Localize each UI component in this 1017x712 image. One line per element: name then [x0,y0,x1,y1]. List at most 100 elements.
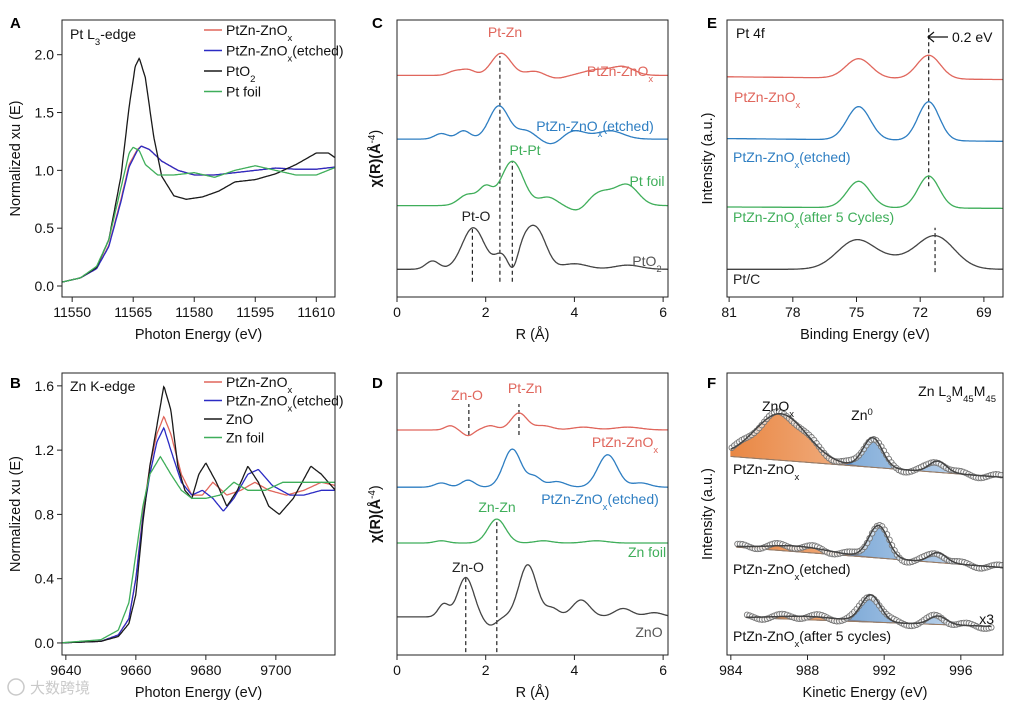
x-axis-label: R (Å) [516,326,550,343]
plot-area [397,52,668,282]
annotation-label: Zn L3M45M45 [918,383,996,405]
x-tick-label: 9680 [190,662,221,678]
series-line [397,518,668,544]
annotation-label: Pt/C [733,271,760,287]
x-tick-label: 0 [393,304,401,320]
legend-label: ZnO [226,411,253,427]
annotation-label: PtZn-ZnOx [587,63,653,85]
panel-letter: B [10,375,21,392]
x-axis-label: R (Å) [516,684,550,701]
series-line [397,224,668,270]
x-axis-label: Kinetic Energy (eV) [803,685,928,701]
y-axis-label: Normalized xu (E) [8,100,24,216]
panel-letter: C [372,15,383,32]
y-tick-label: 2.0 [35,47,55,63]
plot-frame [61,372,336,656]
series-line [62,426,335,644]
panel-letter: D [372,375,383,392]
watermark-logo-icon [7,678,25,696]
annotation-label: PtZn-ZnOx [592,434,658,456]
x-tick-label: 78 [785,304,801,320]
annotation-label: Zn0 [851,407,873,424]
y-axis-label: χ(R)(Å-4) [367,485,385,542]
watermark-text: 大数跨境 [30,679,90,697]
x-tick-label: 11550 [53,304,91,320]
annotation-label: ZnOx [762,398,794,420]
legend-label: Zn foil [226,430,264,446]
x-tick-label: 72 [912,304,928,320]
series-line [727,234,1003,270]
x-tick-label: 4 [571,662,579,678]
panel-d: D [372,372,669,660]
series-line [397,412,668,437]
annotation-label: PtZn-ZnOx(etched) [536,118,654,140]
y-tick-label: 0.0 [35,278,55,294]
legend-label: PtZn-ZnOx [226,374,292,396]
series-line [397,564,668,626]
plot-area [62,57,335,283]
legend [204,29,222,93]
plot-frame [396,19,669,298]
legend-label: PtO2 [226,63,255,85]
annotation-label: PtZn-ZnOx(etched) [733,149,851,171]
panel-c: C [372,15,669,302]
y-tick-label: 0.5 [35,220,55,236]
x-tick-label: 11580 [175,304,213,320]
fit-envelope [746,594,992,628]
annotation-label: PtZn-ZnOx [733,461,799,483]
annotation-label: ZnO [635,624,662,640]
plot-area [728,408,1003,632]
y-axis-label: Normalized xu (E) [8,456,24,572]
plot-frame [726,19,1004,298]
x-tick-label: 11595 [236,304,274,320]
annotation-label: PtZn-ZnOx(etched) [541,491,659,513]
fit-envelope [730,412,1003,479]
annotation-label: x3 [979,611,994,627]
x-axis-label: Photon Energy (eV) [135,685,262,701]
y-tick-label: 0.0 [35,635,55,651]
y-tick-label: 0.4 [35,571,55,587]
plot-area [397,404,668,653]
series-line [397,448,668,488]
series-line [62,385,335,644]
annotation-label: Pt-O [462,208,491,224]
annotation-label: Pt L3-edge [70,26,136,48]
legend-label: PtZn-ZnOx [226,22,292,44]
series-line [62,146,335,283]
watermark: 大数跨境 [7,678,90,697]
y-axis-label: χ(R)(Å-4) [367,130,385,187]
x-tick-label: 992 [872,662,896,678]
fit-envelope [736,524,1003,569]
panel-letter: E [707,15,717,32]
x-tick-label: 0 [393,662,401,678]
annotation-label: PtZn-ZnOx [734,89,800,111]
annotation-label: Zn foil [628,544,666,560]
y-tick-label: 1.0 [35,162,55,178]
legend-label: PtZn-ZnOx(etched) [226,393,344,415]
series-line [727,175,1003,210]
plot-area [62,385,335,644]
annotation-label: Zn K-edge [70,378,136,394]
legend [204,381,222,439]
plot-frame [726,372,1004,656]
x-tick-label: 11565 [114,304,152,320]
annotation-label: PtZn-ZnOx(after 5 cycles) [733,628,891,650]
series-line [62,145,335,283]
x-tick-label: 6 [659,662,667,678]
x-axis-label: Binding Energy (eV) [800,327,930,343]
annotation-label: Zn-O [452,559,484,575]
x-tick-label: 984 [719,662,743,678]
series-line [62,145,335,283]
x-axis-label: Photon Energy (eV) [135,327,262,343]
series-line [397,160,668,211]
plot-frame [396,372,669,656]
annotation-label: Pt 4f [736,25,765,41]
plot-area [727,28,1003,273]
x-tick-label: 2 [482,662,490,678]
x-tick-label: 988 [796,662,820,678]
x-tick-label: 69 [976,304,992,320]
y-tick-label: 1.6 [35,378,55,394]
series-line [62,415,335,644]
annotation-label: 0.2 eV [952,29,993,45]
